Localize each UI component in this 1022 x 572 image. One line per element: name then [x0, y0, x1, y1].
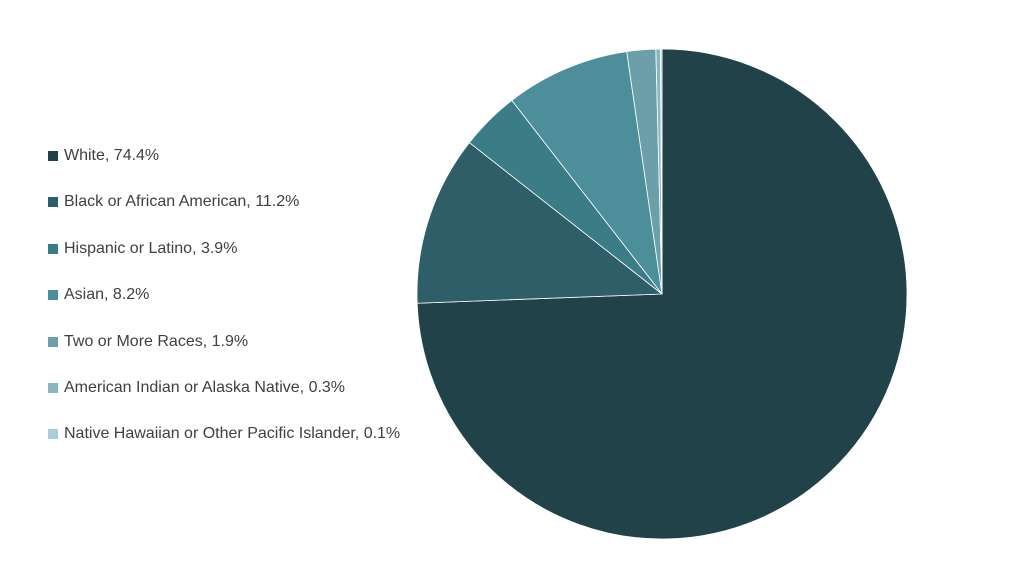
legend-swatch: [48, 290, 58, 301]
legend-item: Two or More Races, 1.9%: [48, 330, 400, 376]
pie-slice: [511, 51, 663, 295]
legend-swatch: [48, 382, 58, 393]
legend-label: Black or African American, 11.2%: [64, 193, 300, 211]
legend-label: White, 74.4%: [64, 147, 160, 164]
legend-item: American Indian or Alaska Native, 0.3%: [48, 376, 400, 422]
legend-label: Native Hawaiian or Other Pacific Islande…: [64, 425, 401, 443]
pie-slice: [660, 48, 663, 295]
legend-item: Hispanic or Latino, 3.9%: [48, 237, 400, 283]
legend: White, 74.4% Black or African American, 1…: [48, 144, 400, 469]
legend-swatch: [48, 151, 58, 161]
legend-item: Black or African American, 11.2%: [48, 190, 400, 236]
legend-item: Asian, 8.2%: [48, 283, 400, 329]
legend-label: Hispanic or Latino, 3.9%: [64, 239, 238, 257]
legend-item: Native Hawaiian or Other Pacific Islande…: [48, 422, 400, 468]
legend-swatch: [48, 243, 58, 254]
legend-swatch: [48, 429, 58, 440]
pie-slice: [416, 142, 663, 304]
legend-label: American Indian or Alaska Native, 0.3%: [64, 378, 346, 396]
legend-label: Asian, 8.2%: [64, 286, 150, 304]
legend-swatch: [48, 197, 58, 208]
legend-item: White, 74.4%: [48, 144, 400, 190]
legend-swatch: [48, 336, 58, 347]
legend-label: Two or More Races, 1.9%: [64, 332, 249, 350]
